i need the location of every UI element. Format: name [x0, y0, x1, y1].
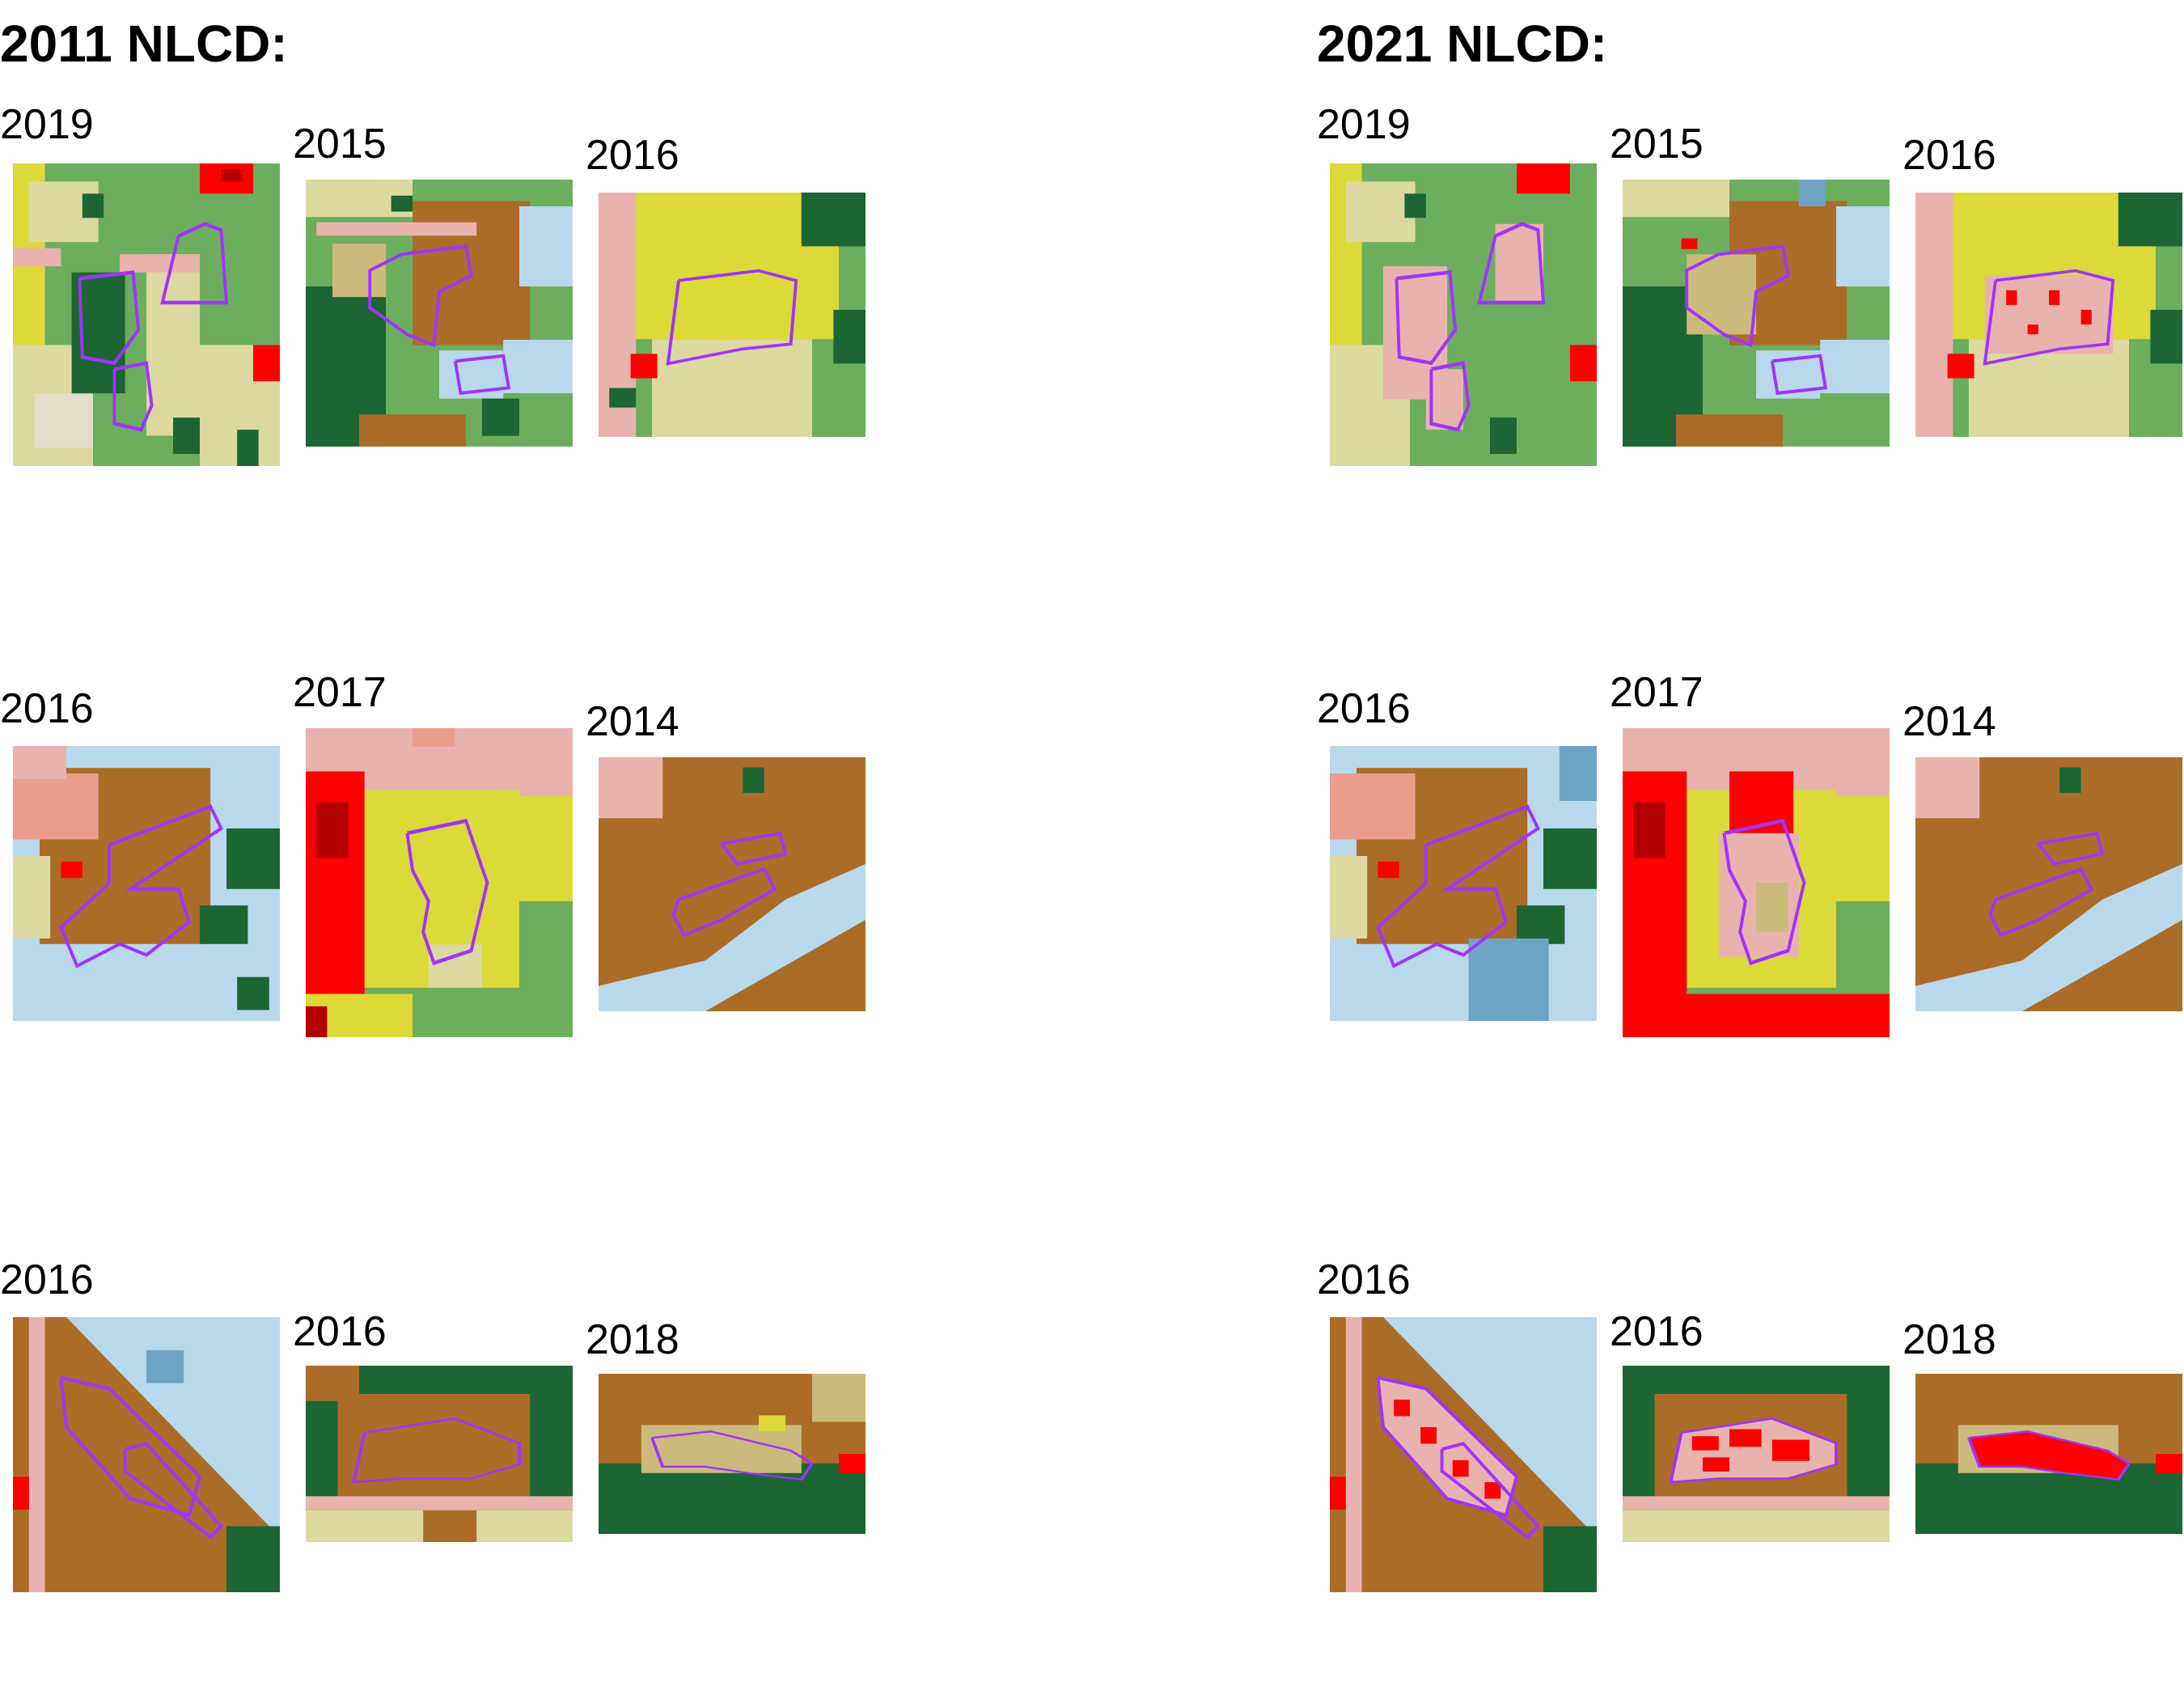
- land-cover-map: [306, 728, 573, 1037]
- land-cover-map: [306, 1366, 573, 1542]
- year-label: 2018: [1903, 1316, 1996, 1363]
- land-cover-map: [1623, 1366, 1890, 1542]
- year-label: 2016: [0, 685, 94, 732]
- year-label: 2016: [1317, 1256, 1411, 1303]
- land-cover-map: [13, 1317, 280, 1592]
- land-cover-map: [1623, 180, 1890, 447]
- year-label: 2018: [586, 1316, 679, 1363]
- title-2011-nlcd: 2011 NLCD:: [0, 15, 288, 73]
- land-cover-map: [1915, 757, 2182, 1011]
- land-cover-map: [1915, 193, 2182, 437]
- year-label: 2016: [293, 1308, 387, 1355]
- land-cover-map: [13, 163, 280, 466]
- year-label: 2016: [0, 1256, 94, 1303]
- year-label: 2019: [0, 101, 94, 148]
- year-label: 2017: [293, 669, 387, 716]
- land-cover-map: [599, 757, 866, 1011]
- land-cover-map: [1915, 1374, 2182, 1534]
- year-label: 2016: [1903, 132, 1996, 179]
- year-label: 2015: [1610, 121, 1704, 167]
- land-cover-map: [1330, 163, 1597, 466]
- year-label: 2014: [586, 698, 679, 745]
- year-label: 2016: [586, 132, 679, 179]
- land-cover-map: [599, 1374, 866, 1534]
- title-2021-nlcd: 2021 NLCD:: [1317, 15, 1608, 73]
- year-label: 2015: [293, 121, 387, 167]
- land-cover-map: [599, 193, 866, 437]
- land-cover-map: [1330, 746, 1597, 1021]
- year-label: 2014: [1903, 698, 1996, 745]
- land-cover-map: [1330, 1317, 1597, 1592]
- land-cover-map: [13, 746, 280, 1021]
- year-label: 2016: [1610, 1308, 1704, 1355]
- year-label: 2019: [1317, 101, 1411, 148]
- land-cover-map: [1623, 728, 1890, 1037]
- land-cover-map: [306, 180, 573, 447]
- year-label: 2017: [1610, 669, 1704, 716]
- year-label: 2016: [1317, 685, 1411, 732]
